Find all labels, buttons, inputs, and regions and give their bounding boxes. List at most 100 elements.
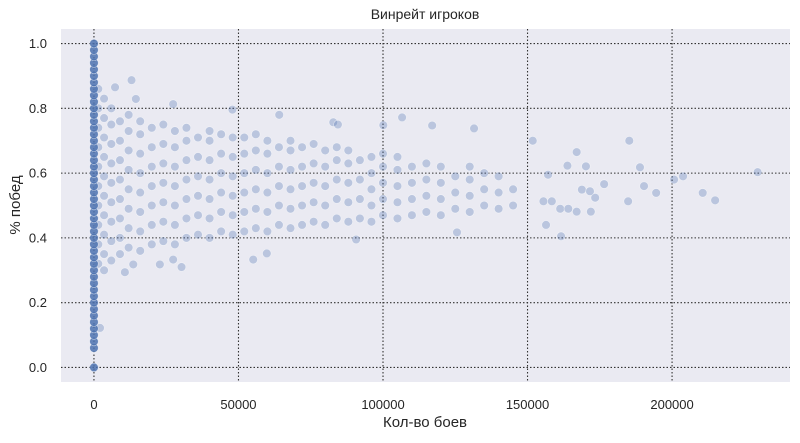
y-tick-label: 0.4 xyxy=(29,230,47,245)
data-point xyxy=(228,230,238,240)
data-point xyxy=(332,194,342,204)
x-axis-label: Кол-во боев xyxy=(383,414,467,431)
outlier-point xyxy=(541,220,551,230)
data-point xyxy=(421,158,431,168)
data-point xyxy=(343,217,353,227)
data-point xyxy=(193,230,203,240)
data-point xyxy=(147,239,157,249)
data-point xyxy=(392,181,403,191)
data-point xyxy=(135,129,145,139)
outlier-point xyxy=(599,179,609,189)
data-point xyxy=(450,171,460,181)
outlier-point xyxy=(586,207,596,217)
data-point xyxy=(99,132,109,143)
data-point xyxy=(115,136,125,146)
data-point xyxy=(228,171,238,181)
x-tick-label: 200000 xyxy=(650,397,693,412)
data-point xyxy=(392,152,403,162)
data-point xyxy=(106,158,116,168)
data-point xyxy=(320,181,330,191)
data-point xyxy=(262,149,272,159)
data-point xyxy=(124,204,134,214)
y-tick-label: 1.0 xyxy=(29,36,47,51)
data-point xyxy=(99,230,109,240)
data-point xyxy=(309,139,319,149)
x-tick-labels: 0 50000 100000 150000 200000 xyxy=(90,397,693,412)
data-point xyxy=(99,191,109,201)
data-point xyxy=(99,210,109,220)
data-point xyxy=(204,194,215,204)
outlier-point xyxy=(585,186,595,196)
data-point xyxy=(251,145,261,156)
data-point xyxy=(309,197,319,207)
data-point xyxy=(494,204,504,214)
data-point xyxy=(115,116,125,126)
data-point xyxy=(99,152,109,162)
y-tick-label: 0.2 xyxy=(29,295,47,310)
data-point xyxy=(251,165,261,175)
outlier-point xyxy=(168,254,178,265)
data-point xyxy=(421,207,431,217)
data-point xyxy=(99,249,109,259)
data-point xyxy=(170,142,180,152)
data-point xyxy=(421,174,431,185)
data-point xyxy=(115,213,125,224)
data-point xyxy=(309,178,319,188)
data-point xyxy=(274,200,284,211)
data-points xyxy=(89,38,763,373)
outlier-point xyxy=(543,170,553,180)
data-point xyxy=(204,213,215,224)
data-point xyxy=(262,136,272,146)
data-point xyxy=(366,168,377,178)
data-point xyxy=(193,210,203,220)
outlier-point xyxy=(227,105,238,115)
data-point xyxy=(106,103,116,113)
data-point xyxy=(465,174,475,185)
data-point xyxy=(355,194,365,204)
data-point xyxy=(181,213,192,224)
x-tick-label: 50000 xyxy=(220,397,256,412)
data-point xyxy=(366,184,377,194)
outlier-point xyxy=(131,94,141,104)
outlier-point xyxy=(753,167,763,177)
outlier-point xyxy=(635,162,645,172)
data-point xyxy=(343,145,353,156)
data-point xyxy=(392,197,403,207)
data-point xyxy=(436,162,446,172)
data-point xyxy=(158,217,168,227)
data-point xyxy=(479,200,489,211)
data-point xyxy=(147,181,157,191)
data-point xyxy=(320,220,330,230)
outlier-point xyxy=(452,227,462,237)
data-point xyxy=(170,200,180,211)
outlier-point xyxy=(624,136,634,146)
data-point xyxy=(204,233,215,243)
data-point xyxy=(274,220,284,230)
data-point xyxy=(158,178,168,188)
data-point xyxy=(274,162,284,172)
outlier-point xyxy=(538,196,549,206)
data-point xyxy=(332,174,342,185)
data-point xyxy=(239,226,249,237)
outlier-point xyxy=(572,147,582,157)
data-point xyxy=(274,142,284,152)
data-point xyxy=(251,223,261,233)
outlier-point xyxy=(572,207,582,217)
data-point xyxy=(99,171,109,181)
data-point xyxy=(332,142,342,152)
data-point xyxy=(147,200,157,211)
outlier-point xyxy=(577,185,587,195)
x-tick-label: 150000 xyxy=(506,397,549,412)
data-point xyxy=(115,174,125,185)
data-point xyxy=(158,119,168,130)
data-point xyxy=(228,210,238,220)
data-point xyxy=(181,233,192,243)
outlier-point xyxy=(639,181,649,191)
outlier-point xyxy=(126,75,137,85)
data-point xyxy=(343,178,353,188)
data-point xyxy=(407,162,417,172)
data-point xyxy=(135,116,145,126)
outlier-point xyxy=(333,119,343,130)
data-point xyxy=(285,136,296,146)
